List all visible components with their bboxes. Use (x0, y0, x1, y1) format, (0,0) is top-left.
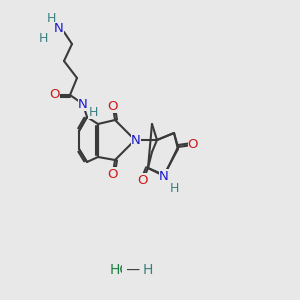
Text: N: N (54, 22, 64, 35)
Text: N: N (78, 98, 88, 110)
Text: O: O (137, 173, 147, 187)
Text: N: N (159, 169, 169, 182)
Text: H: H (88, 106, 98, 118)
Text: O: O (108, 100, 118, 112)
Text: H: H (38, 32, 48, 46)
Text: N: N (131, 134, 141, 146)
Text: HCl: HCl (110, 263, 134, 277)
Text: O: O (50, 88, 60, 101)
Text: —: — (122, 263, 144, 277)
Text: H: H (143, 263, 153, 277)
Text: O: O (188, 139, 198, 152)
Text: O: O (108, 167, 118, 181)
Text: H: H (46, 11, 56, 25)
Text: H: H (169, 182, 179, 196)
